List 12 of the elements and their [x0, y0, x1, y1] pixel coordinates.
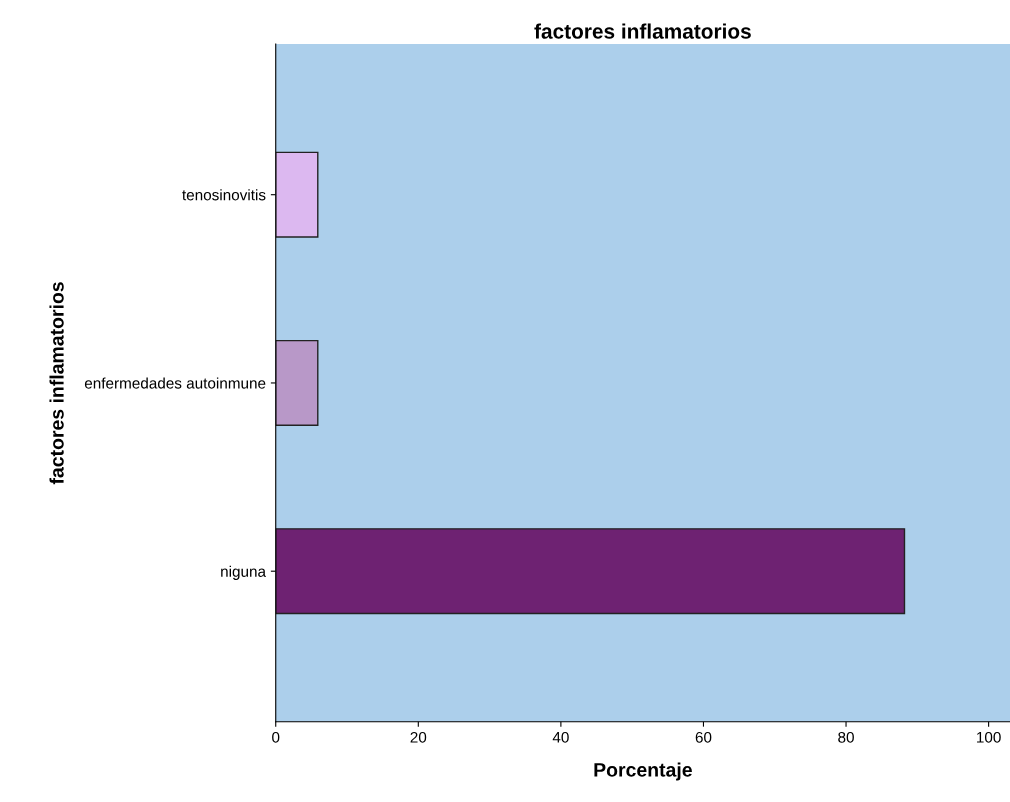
x-tick-label: 20 [410, 731, 427, 743]
y-tick-label: enfermedades autoinmune [84, 377, 266, 389]
x-tick-label: 40 [552, 731, 569, 743]
y-tick-label: tenosinovitis [182, 189, 266, 201]
x-tick-label: 100 [977, 731, 1001, 743]
x-tick-label: 0 [272, 731, 280, 743]
x-axis-title: Porcentaje [594, 762, 692, 781]
y-axis-title: factores inflamatorios [49, 282, 64, 485]
y-tick-label: niguna [221, 565, 267, 580]
chart-title: factores inflamatorios [534, 23, 751, 39]
x-tick-label: 60 [695, 731, 712, 743]
x-tick-label: 80 [838, 731, 854, 743]
